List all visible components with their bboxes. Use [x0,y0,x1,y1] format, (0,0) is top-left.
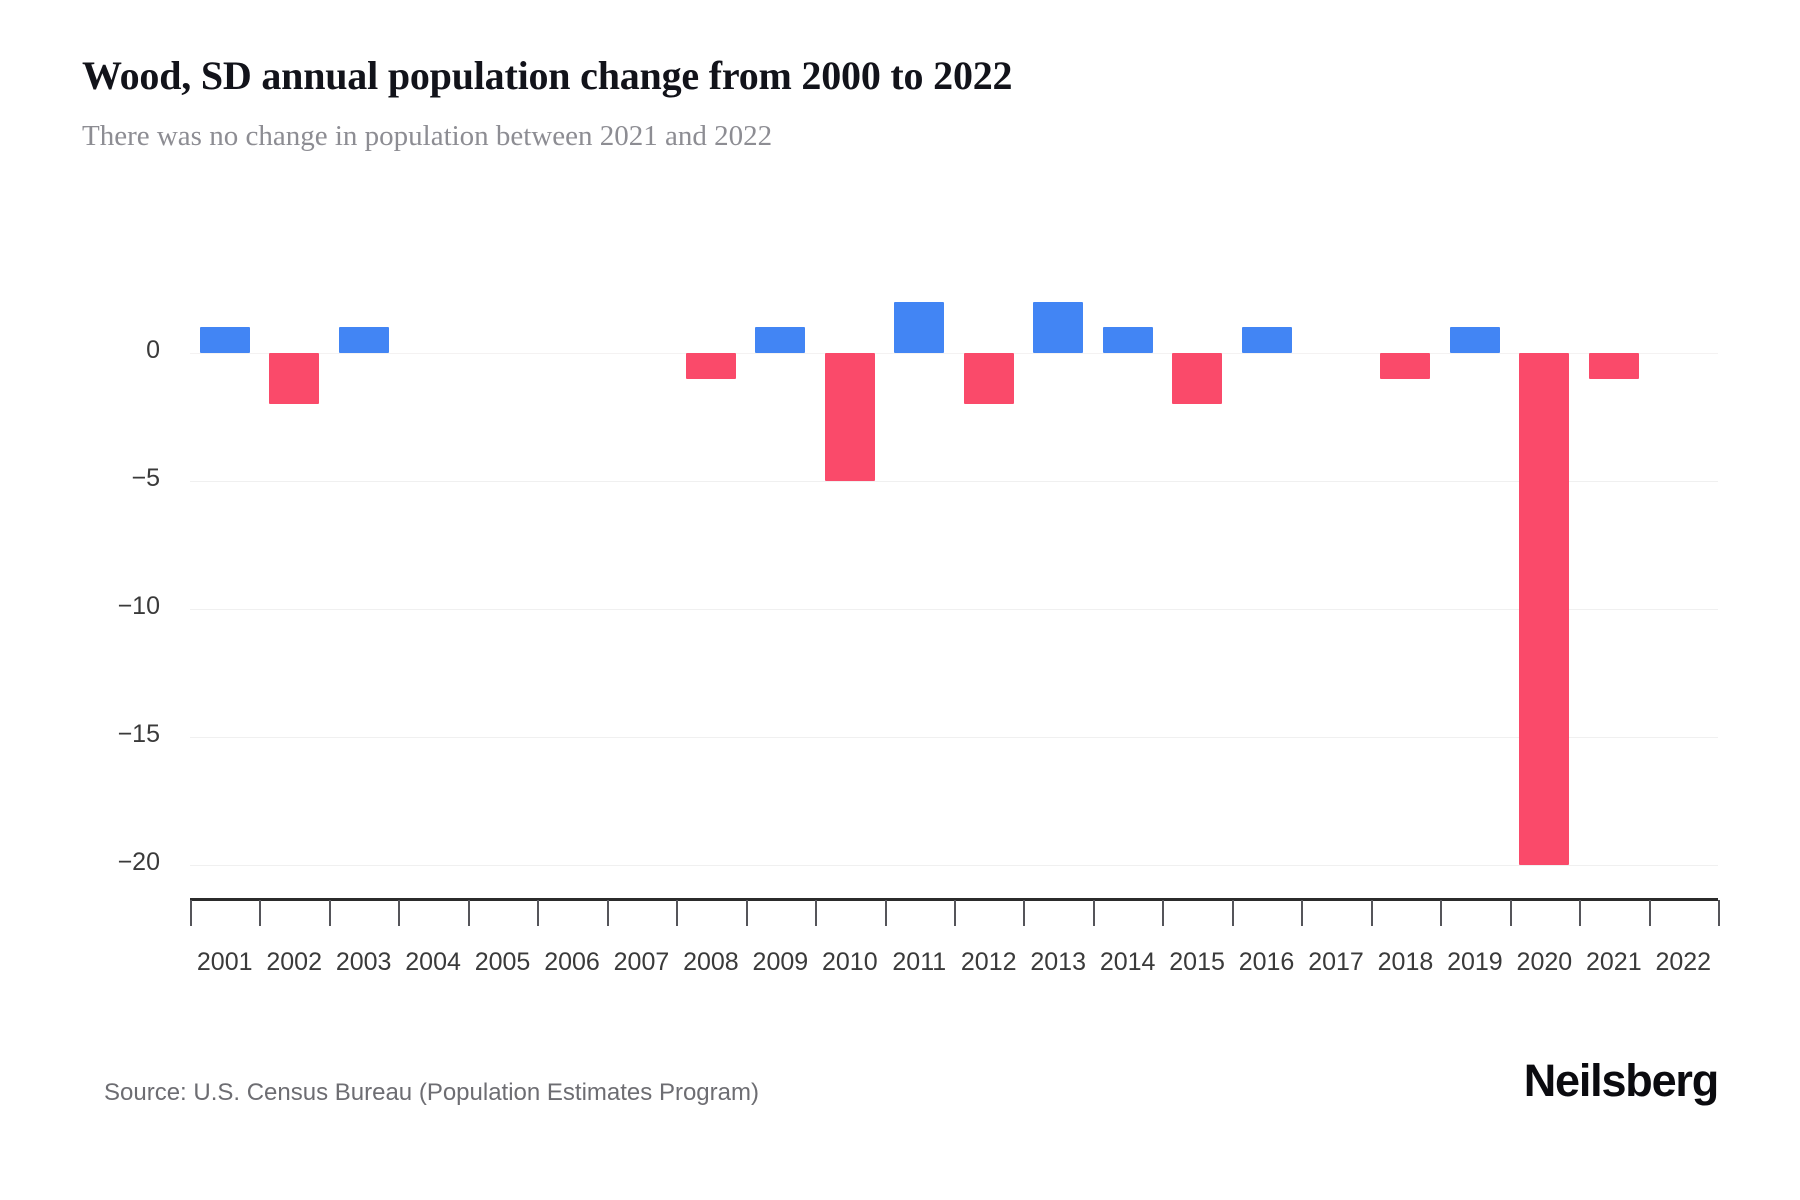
x-axis-label-2020: 2020 [1516,948,1573,976]
gridline-neg15 [190,737,1718,738]
x-axis-label-2013: 2013 [1030,948,1086,976]
x-axis-label-2006: 2006 [544,948,600,976]
x-axis-tick [606,900,609,926]
x-axis-tick [1648,900,1651,926]
page-subtitle: There was no change in population betwee… [82,120,773,152]
x-axis-tick [1162,900,1165,926]
x-axis-label-2007: 2007 [613,948,670,976]
x-axis-label-2015: 2015 [1169,948,1225,976]
bar-2011[interactable] [894,301,945,353]
x-axis-tick [676,900,679,926]
x-axis-tick [954,900,956,926]
x-axis-label-2014: 2014 [1099,948,1156,976]
bar-2010[interactable] [824,353,875,481]
x-axis-label-2016: 2016 [1238,948,1295,976]
gridline-neg5 [190,481,1718,482]
brand-logo: Neilsberg [1523,1055,1719,1106]
x-axis-label-2011: 2011 [892,948,947,976]
bar-2001[interactable] [199,327,250,353]
x-axis-tick [745,900,748,926]
bar-2016[interactable] [1241,327,1292,353]
bar-2013[interactable] [1033,301,1084,353]
bar-2008[interactable] [685,353,736,379]
y-axis-tick-label: −15 [117,720,160,748]
bar-2015[interactable] [1172,353,1223,405]
bar-2009[interactable] [755,327,806,353]
gridline-neg20 [190,865,1718,866]
x-axis-tick [1370,900,1373,926]
bar-2002[interactable] [269,353,320,405]
x-axis-tick [1092,900,1095,926]
x-axis-line [190,898,1718,901]
x-axis-tick [259,900,262,926]
y-axis-tick-label: −10 [117,592,160,620]
x-axis-label-2021: 2021 [1586,948,1642,976]
bar-2012[interactable] [963,353,1014,405]
x-axis-label-2022: 2022 [1655,948,1712,976]
bar-2019[interactable] [1449,327,1500,353]
x-axis-label-2012: 2012 [960,948,1017,976]
x-axis-label-2001: 2001 [196,948,253,976]
gridline-0 [190,353,1718,354]
x-axis-tick [398,900,401,926]
bar-2003[interactable] [338,327,389,353]
x-axis-label-2010: 2010 [822,948,878,976]
x-axis-label-2003: 2003 [335,948,392,976]
x-axis-tick [815,900,818,926]
x-axis-label-2018: 2018 [1377,948,1434,976]
x-axis-tick [1301,900,1304,926]
x-axis-label-2017: 2017 [1308,948,1364,976]
x-axis-label-2008: 2008 [683,948,739,976]
x-axis-label-2002: 2002 [266,948,322,976]
bar-2020[interactable] [1519,353,1570,865]
x-axis-label-2004: 2004 [405,948,461,976]
x-axis-tick [884,900,887,926]
x-axis-label-2019: 2019 [1447,948,1503,976]
x-axis-tick [1023,900,1026,926]
x-axis-tick [1509,900,1512,926]
x-axis-label-2005: 2005 [474,948,531,976]
page-title: Wood, SD annual population change from 2… [82,53,1013,98]
bar-2018[interactable] [1380,353,1431,379]
gridline-neg10 [190,609,1718,610]
x-axis-tick [1579,900,1582,926]
x-axis-tick [1718,900,1720,926]
y-axis-tick-label: 0 [146,336,160,364]
source-note: Source: U.S. Census Bureau (Population E… [104,1079,759,1106]
x-axis-tick [190,900,192,926]
y-axis-tick-label: −5 [131,464,160,492]
x-axis-tick [1231,900,1234,926]
x-axis-tick [467,900,470,926]
x-axis-label-2009: 2009 [752,948,809,976]
bar-2014[interactable] [1102,327,1153,353]
bar-2021[interactable] [1588,353,1639,379]
y-axis-tick-label: −20 [117,848,160,876]
x-axis-tick [1440,900,1443,926]
x-axis-tick [537,900,540,926]
x-axis-tick [328,900,331,926]
